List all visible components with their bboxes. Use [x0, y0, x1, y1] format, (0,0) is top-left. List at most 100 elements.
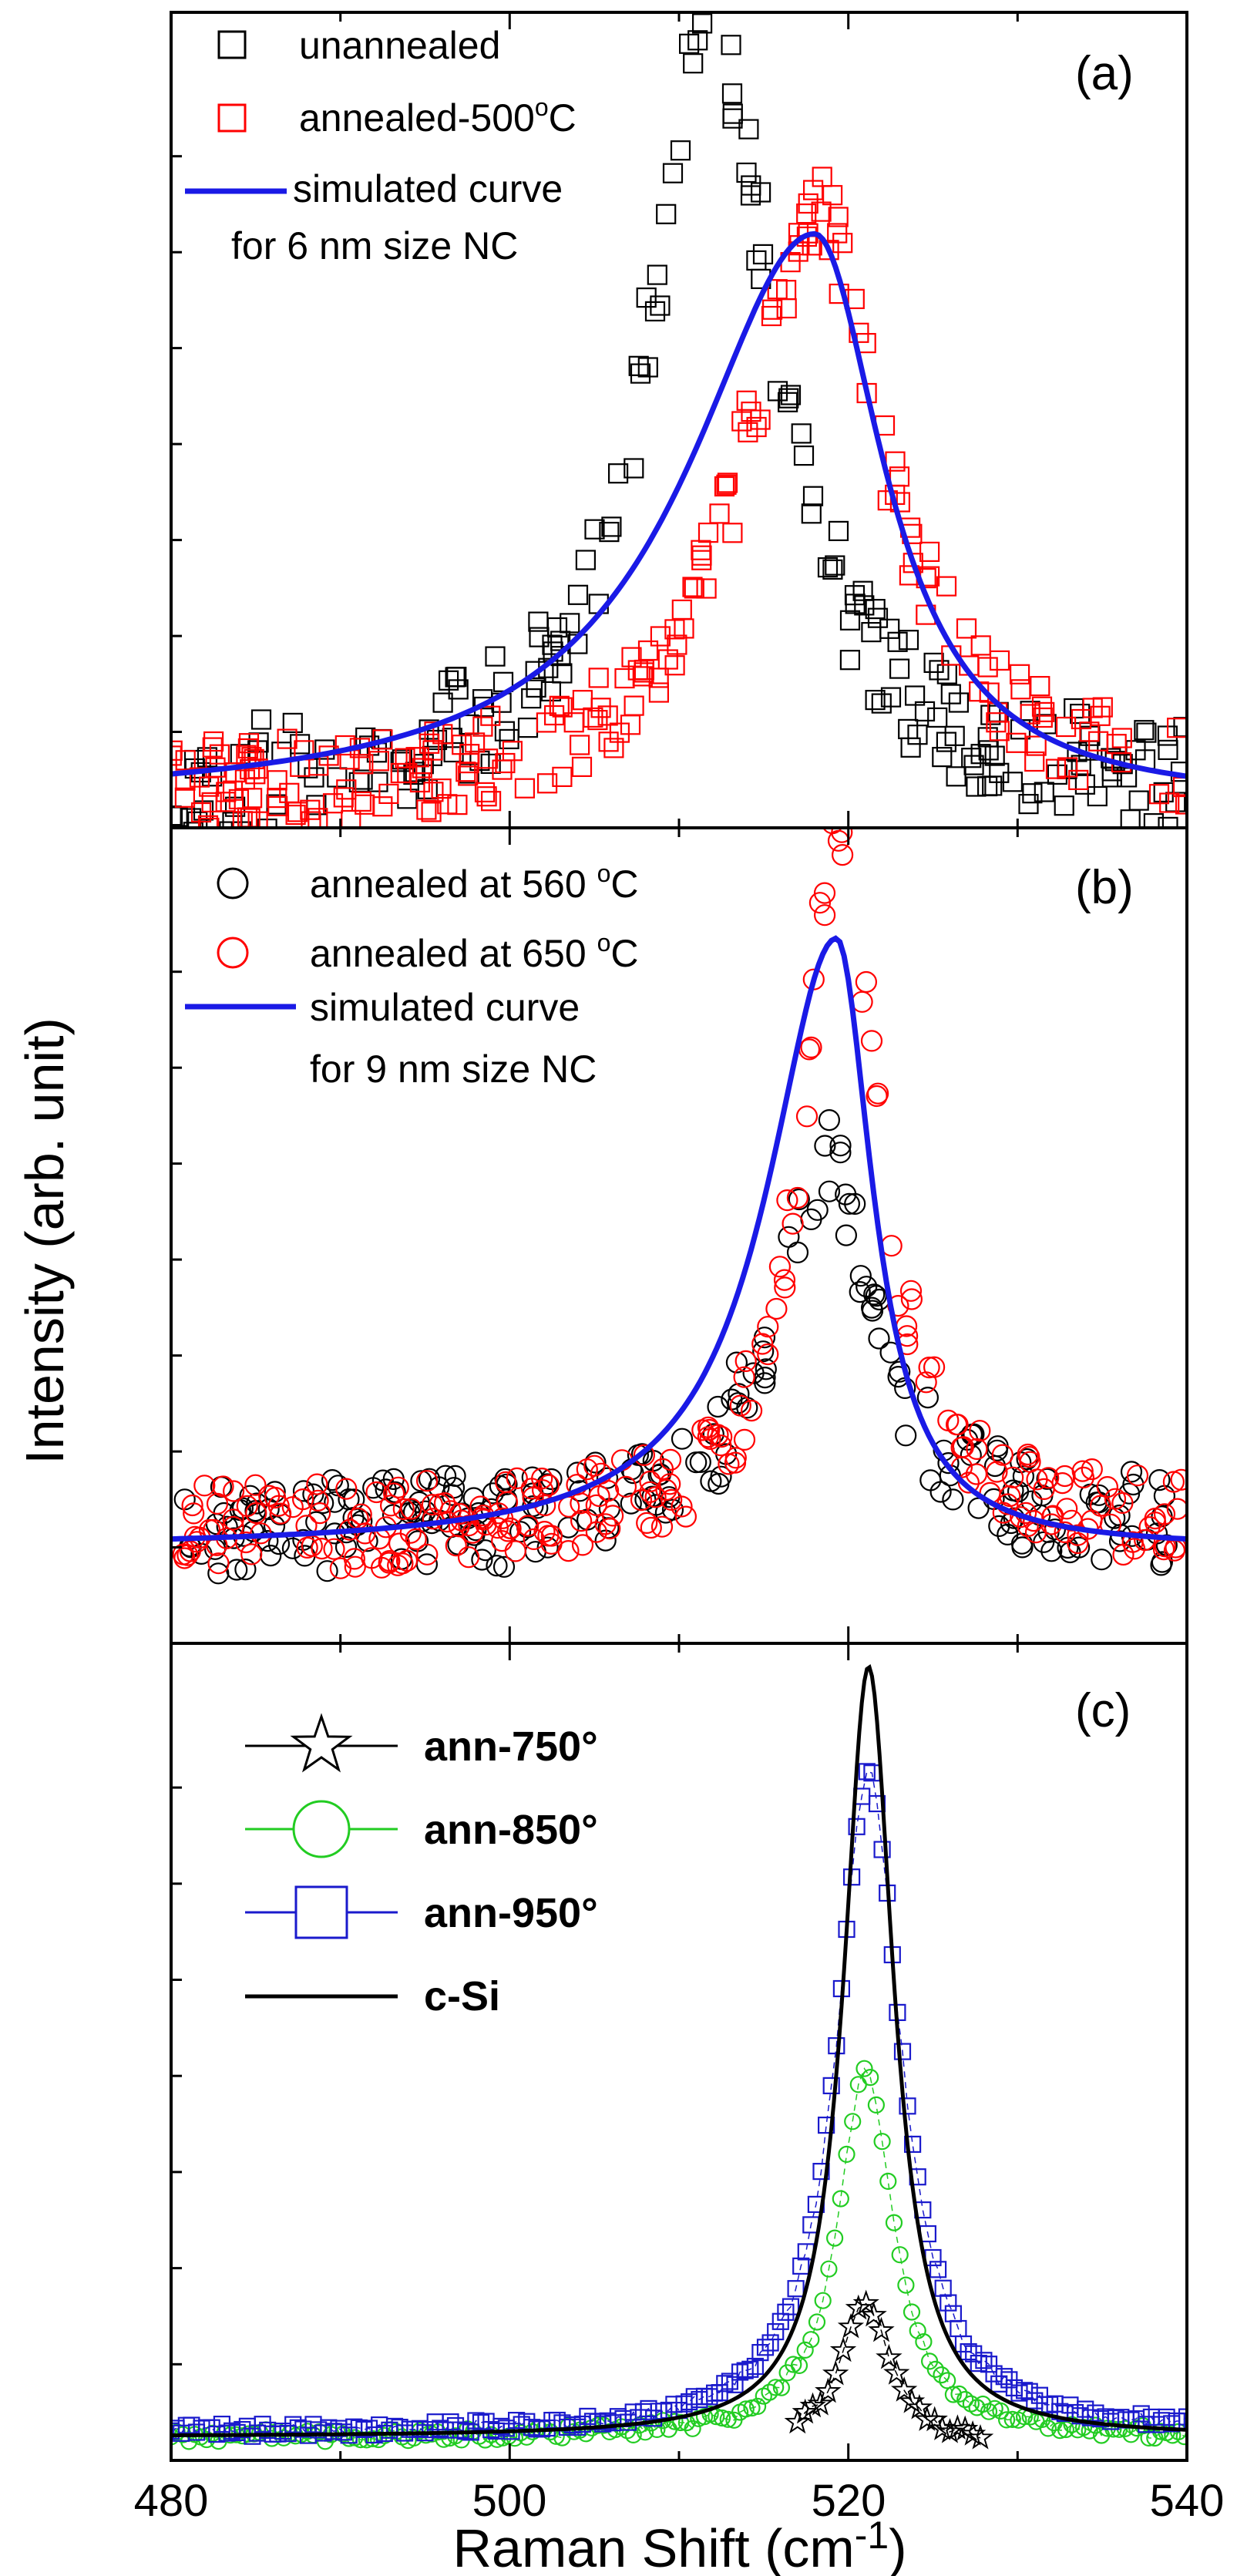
data-point: [226, 1559, 248, 1581]
data-point: [708, 0, 726, 2]
data-point: [785, 2356, 802, 2373]
data-point: [684, 578, 704, 599]
data-point: [645, 1494, 667, 1516]
data-point: [741, 2360, 759, 2378]
data-point: [939, 2372, 956, 2389]
data-point: [936, 576, 957, 597]
data-point: [181, 1494, 203, 1517]
data-point: [240, 1543, 263, 1565]
data-point: [637, 357, 658, 378]
data-point: [384, 1481, 406, 1504]
data-point: [977, 657, 998, 678]
data-point: [636, 1512, 658, 1535]
data-point: [761, 299, 783, 320]
data-point: [889, 492, 911, 513]
data-point: [767, 2379, 785, 2396]
data-point: [991, 1444, 1013, 1466]
data-point: [521, 688, 542, 709]
data-point: [1012, 1465, 1035, 1488]
data-point: [1045, 758, 1067, 779]
data-point: [817, 557, 839, 578]
data-point: [506, 1467, 528, 1490]
data-point: [796, 2341, 814, 2359]
data-point: [674, 1505, 697, 1528]
data-point: [725, 1351, 748, 1374]
data-point: [1018, 793, 1039, 815]
data-point: [697, 522, 719, 543]
data-point: [737, 2400, 755, 2418]
data-point: [691, 540, 711, 560]
data-point: [866, 1085, 888, 1108]
data-point: [599, 521, 620, 543]
data-point: [446, 666, 467, 688]
data-point: [264, 1481, 286, 1503]
data-point: [650, 295, 671, 316]
data-point: [242, 788, 263, 809]
data-point: [202, 737, 223, 758]
data-point: [387, 1554, 409, 1576]
data-point: [831, 828, 853, 843]
data-point: [736, 2362, 754, 2379]
panel-a-data: [171, 0, 1187, 828]
data-point: [464, 732, 486, 753]
data-point: [837, 805, 857, 826]
data-point: [876, 2343, 903, 2369]
data-point: [245, 1502, 267, 1525]
data-point: [685, 1451, 708, 1474]
data-point: [1054, 795, 1074, 816]
data-point: [742, 1362, 765, 1384]
x-axis-title: Raman Shift (cm-1): [452, 2514, 906, 2576]
data-point: [543, 705, 565, 726]
data-point: [918, 1356, 940, 1379]
data-point: [1034, 701, 1055, 723]
data-point: [609, 722, 630, 743]
data-point: [250, 709, 272, 730]
data-point: [1112, 1543, 1134, 1566]
data-point: [207, 1552, 230, 1575]
data-point: [768, 1256, 792, 1278]
data-point: [855, 2060, 873, 2077]
data-point: [1026, 735, 1047, 756]
data-point: [557, 1539, 580, 1562]
data-point: [659, 1473, 681, 1495]
data-point: [777, 2303, 795, 2321]
data-point: [443, 742, 464, 763]
data-point: [637, 640, 659, 661]
data-point: [368, 751, 389, 772]
data-point: [831, 843, 854, 866]
data-point: [620, 715, 641, 735]
data-point: [839, 650, 861, 671]
data-point: [174, 787, 195, 808]
data-point: [571, 756, 593, 778]
panel-b-data: [171, 805, 1187, 1585]
data-point: [722, 523, 743, 543]
data-point: [640, 1516, 662, 1539]
data-point: [989, 762, 1010, 783]
data-point: [765, 1297, 788, 1320]
data-point: [244, 1474, 267, 1496]
data-point: [895, 1424, 917, 1447]
data-point: [752, 244, 774, 264]
data-point: [913, 2406, 941, 2431]
data-point: [570, 1509, 593, 1532]
data-point: [822, 559, 843, 580]
data-point: [447, 794, 468, 816]
data-point: [822, 2077, 840, 2094]
data-point: [341, 809, 361, 828]
data-point: [354, 1522, 376, 1545]
data-point: [267, 795, 288, 817]
data-point: [863, 1283, 886, 1306]
panel-b-series-simulated-curve-for-9-nm-size-nc: [171, 935, 1187, 1542]
data-point: [1036, 1468, 1058, 1490]
data-point: [517, 1515, 540, 1537]
data-point: [936, 731, 957, 752]
data-point: [893, 2043, 912, 2060]
data-point: [952, 1436, 974, 1458]
data-point: [860, 1030, 883, 1052]
data-point: [459, 763, 479, 784]
data-point: [300, 799, 321, 820]
data-point: [476, 786, 497, 807]
data-point: [716, 474, 737, 495]
data-point: [651, 1458, 674, 1481]
data-point: [499, 728, 519, 750]
